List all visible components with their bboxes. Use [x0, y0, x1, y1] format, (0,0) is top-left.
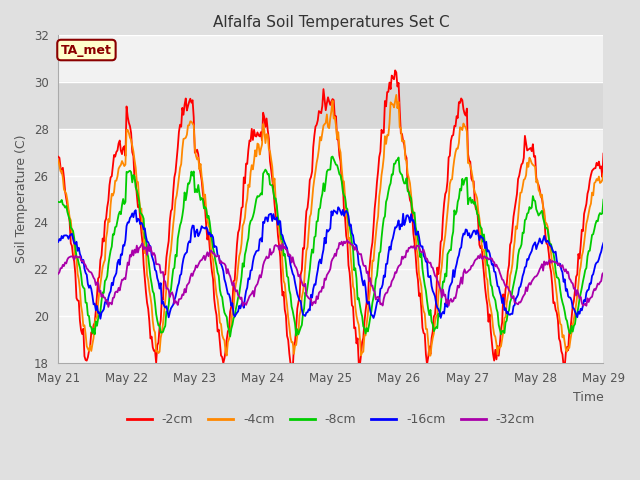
Legend: -2cm, -4cm, -8cm, -16cm, -32cm: -2cm, -4cm, -8cm, -16cm, -32cm [122, 408, 540, 431]
X-axis label: Time: Time [573, 391, 604, 404]
Y-axis label: Soil Temperature (C): Soil Temperature (C) [15, 135, 28, 263]
Text: TA_met: TA_met [61, 44, 112, 57]
Title: Alfalfa Soil Temperatures Set C: Alfalfa Soil Temperatures Set C [212, 15, 449, 30]
Bar [58, 82, 604, 129]
